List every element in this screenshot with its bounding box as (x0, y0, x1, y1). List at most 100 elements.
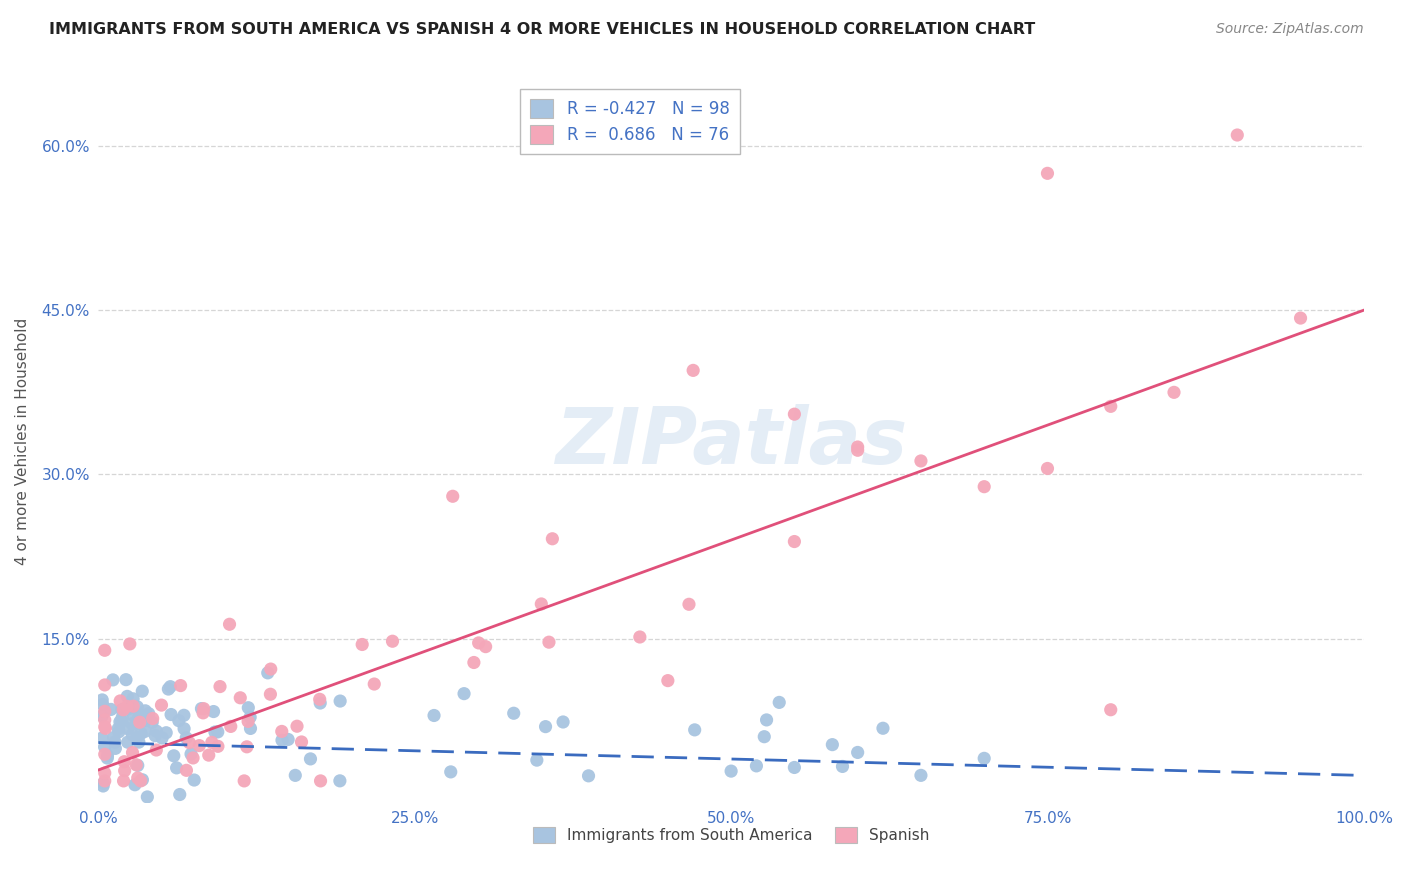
Point (202, 705, 225, 719)
Point (1289, 311, 1312, 326)
Point (96, 751, 118, 765)
Point (169, 679, 191, 693)
Point (112, 755, 135, 769)
Point (381, 634, 404, 648)
Point (111, 703, 134, 717)
Point (131, 684, 153, 698)
Point (134, 714, 156, 728)
Point (121, 746, 143, 760)
Point (846, 746, 869, 760)
Point (308, 692, 330, 706)
Point (720, 764, 742, 778)
Point (183, 772, 205, 787)
Point (145, 724, 167, 739)
Point (124, 778, 146, 792)
Point (115, 673, 138, 687)
Point (440, 764, 463, 779)
Point (973, 480, 995, 494)
Point (91, 698, 114, 712)
Point (150, 731, 173, 745)
Point (363, 677, 385, 691)
Point (218, 617, 240, 632)
Point (423, 708, 446, 723)
Point (117, 722, 139, 736)
Point (141, 715, 163, 730)
Point (104, 741, 127, 756)
Point (150, 698, 173, 712)
Point (530, 597, 553, 611)
Point (329, 694, 352, 708)
Point (93, 713, 117, 727)
Point (131, 772, 153, 787)
Point (145, 743, 167, 757)
Point (745, 759, 768, 773)
Point (502, 706, 524, 721)
Point (128, 715, 150, 730)
Point (121, 716, 143, 731)
Point (682, 363, 704, 377)
Point (157, 681, 180, 696)
Point (100, 702, 122, 716)
Point (93, 643, 117, 657)
Point (238, 700, 260, 714)
Point (127, 711, 149, 725)
Point (754, 730, 776, 744)
Point (180, 747, 202, 761)
Point (284, 768, 307, 782)
Point (111, 710, 134, 724)
Point (122, 699, 145, 714)
Point (821, 738, 844, 752)
Point (207, 739, 229, 754)
Point (191, 706, 214, 720)
Point (193, 701, 215, 715)
Point (309, 696, 332, 710)
Point (285, 719, 308, 733)
Point (93, 720, 117, 734)
Point (755, 713, 778, 727)
Point (176, 764, 198, 778)
Point (93, 773, 117, 788)
Point (657, 673, 679, 688)
Point (467, 636, 489, 650)
Point (1036, 461, 1059, 475)
Point (173, 722, 195, 736)
Text: ZIPatlas: ZIPatlas (555, 403, 907, 480)
Point (463, 656, 485, 670)
Point (115, 690, 138, 704)
Point (122, 708, 145, 723)
Point (101, 673, 124, 687)
Point (127, 771, 149, 785)
Point (91, 708, 114, 723)
Point (973, 751, 995, 765)
Point (181, 751, 204, 765)
Point (783, 534, 806, 549)
Point (125, 757, 148, 772)
Point (259, 687, 281, 701)
Point (309, 773, 332, 788)
Point (174, 731, 197, 745)
Point (271, 733, 294, 747)
Point (783, 760, 806, 774)
Point (93, 678, 117, 692)
Point (236, 714, 259, 729)
Point (169, 788, 191, 802)
Point (138, 706, 160, 721)
Point (91, 693, 114, 707)
Point (103, 731, 125, 745)
Point (683, 723, 706, 737)
Point (541, 532, 564, 546)
Point (768, 695, 790, 709)
Point (163, 748, 186, 763)
Point (155, 725, 177, 739)
Point (290, 735, 312, 749)
Point (129, 773, 152, 788)
Point (534, 720, 557, 734)
Point (107, 722, 129, 736)
Point (125, 731, 148, 745)
Point (678, 597, 700, 611)
Point (190, 701, 212, 715)
Point (628, 630, 651, 644)
Point (783, 407, 806, 421)
Point (1163, 385, 1185, 400)
Point (117, 735, 139, 749)
